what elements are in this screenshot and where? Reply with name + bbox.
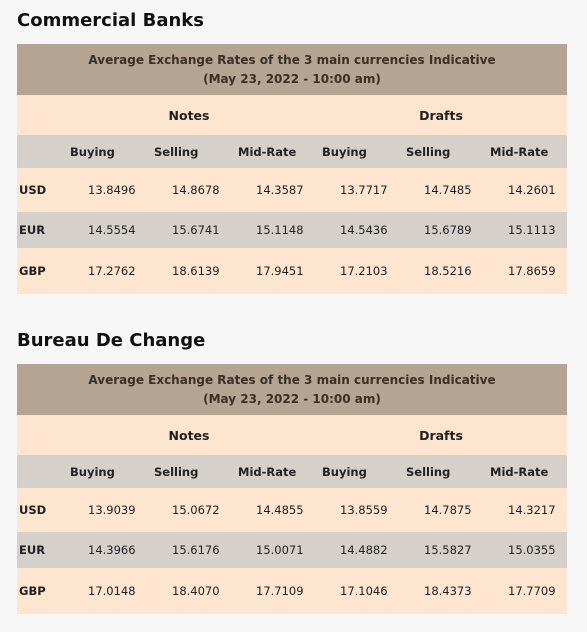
section: Bureau De Change Average Exchange Rates o… bbox=[17, 328, 568, 614]
rate: 14.5554 bbox=[63, 212, 147, 248]
rate: 14.4882 bbox=[315, 532, 399, 568]
rates-table: Average Exchange Rates of the 3 main cur… bbox=[17, 44, 568, 294]
rate: 18.4373 bbox=[399, 568, 483, 614]
caption-line: (May 23, 2022 - 10:00 am) bbox=[203, 391, 381, 406]
rate: 14.4855 bbox=[231, 488, 315, 532]
rate: 17.7109 bbox=[231, 568, 315, 614]
rate: 14.2601 bbox=[483, 168, 568, 212]
column-row: Buying Selling Mid-Rate Buying Selling Mid-Ra… bbox=[17, 455, 568, 488]
column-header: Selling bbox=[399, 455, 483, 488]
rate: 13.8559 bbox=[315, 488, 399, 532]
rate: 14.3966 bbox=[63, 532, 147, 568]
rate: 14.5436 bbox=[315, 212, 399, 248]
column-header: Selling bbox=[147, 135, 231, 168]
currency: EUR bbox=[17, 212, 63, 248]
currency: GBP bbox=[17, 568, 63, 614]
caption-row: Average Exchange Rates of the 3 main cur… bbox=[17, 44, 568, 95]
group-row: Notes Drafts bbox=[17, 95, 568, 135]
group-header: Drafts bbox=[315, 415, 568, 455]
rate: 17.7709 bbox=[483, 568, 568, 614]
rate: 17.2103 bbox=[315, 248, 399, 294]
blank bbox=[17, 95, 63, 135]
group-header: Notes bbox=[63, 95, 315, 135]
column-header: Mid-Rate bbox=[483, 135, 568, 168]
rate: 17.1046 bbox=[315, 568, 399, 614]
rate: 15.1113 bbox=[483, 212, 568, 248]
rate: 18.4070 bbox=[147, 568, 231, 614]
currency: USD bbox=[17, 168, 63, 212]
caption-line: (May 23, 2022 - 10:00 am) bbox=[203, 71, 381, 86]
column-header: Buying bbox=[63, 135, 147, 168]
data-row: EUR 14.3966 15.6176 15.0071 14.4882 15.5827 15… bbox=[17, 532, 568, 568]
column-header: Selling bbox=[399, 135, 483, 168]
caption-line: Average Exchange Rates of the 3 main cur… bbox=[88, 52, 496, 67]
rate: 15.1148 bbox=[231, 212, 315, 248]
column-header: Mid-Rate bbox=[483, 455, 568, 488]
rate: 13.7717 bbox=[315, 168, 399, 212]
rate: 17.8659 bbox=[483, 248, 568, 294]
caption-line: Average Exchange Rates of the 3 main cur… bbox=[88, 372, 496, 387]
currency: GBP bbox=[17, 248, 63, 294]
group-header: Notes bbox=[63, 415, 315, 455]
rate: 14.8678 bbox=[147, 168, 231, 212]
rate: 17.9451 bbox=[231, 248, 315, 294]
rate: 17.2762 bbox=[63, 248, 147, 294]
rate: 14.7875 bbox=[399, 488, 483, 532]
rate: 18.5216 bbox=[399, 248, 483, 294]
rate: 14.3587 bbox=[231, 168, 315, 212]
caption: Average Exchange Rates of the 3 main cur… bbox=[17, 44, 568, 95]
rate: 15.6789 bbox=[399, 212, 483, 248]
rate: 15.0672 bbox=[147, 488, 231, 532]
rate: 15.0071 bbox=[231, 532, 315, 568]
rate: 15.5827 bbox=[399, 532, 483, 568]
data-row: GBP 17.0148 18.4070 17.7109 17.1046 18.4373 17… bbox=[17, 568, 568, 614]
rates-table: Average Exchange Rates of the 3 main cur… bbox=[17, 364, 568, 614]
column-header: Mid-Rate bbox=[231, 135, 315, 168]
rate: 15.0355 bbox=[483, 532, 568, 568]
rate: 14.3217 bbox=[483, 488, 568, 532]
currency: EUR bbox=[17, 532, 63, 568]
section: Commercial Banks Average Exchange Rates o… bbox=[17, 8, 568, 294]
blank bbox=[17, 415, 63, 455]
column-header: Buying bbox=[315, 135, 399, 168]
data-row: GBP 17.2762 18.6139 17.9451 17.2103 18.5216 17… bbox=[17, 248, 568, 294]
column-header: Selling bbox=[147, 455, 231, 488]
rate: 17.0148 bbox=[63, 568, 147, 614]
column-header: Buying bbox=[315, 455, 399, 488]
section-title: Bureau De Change bbox=[17, 330, 206, 351]
group-row: Notes Drafts bbox=[17, 415, 568, 455]
column-header: Buying bbox=[63, 455, 147, 488]
blank bbox=[17, 455, 63, 488]
caption-row: Average Exchange Rates of the 3 main cur… bbox=[17, 364, 568, 415]
group-header: Drafts bbox=[315, 95, 568, 135]
rate: 15.6741 bbox=[147, 212, 231, 248]
rate: 18.6139 bbox=[147, 248, 231, 294]
currency: USD bbox=[17, 488, 63, 532]
rate: 14.7485 bbox=[399, 168, 483, 212]
column-row: Buying Selling Mid-Rate Buying Selling Mid-Ra… bbox=[17, 135, 568, 168]
section-title: Commercial Banks bbox=[17, 10, 204, 31]
caption: Average Exchange Rates of the 3 main cur… bbox=[17, 364, 568, 415]
rate: 13.9039 bbox=[63, 488, 147, 532]
rate: 15.6176 bbox=[147, 532, 231, 568]
column-header: Mid-Rate bbox=[231, 455, 315, 488]
data-row: EUR 14.5554 15.6741 15.1148 14.5436 15.6789 15… bbox=[17, 212, 568, 248]
blank bbox=[17, 135, 63, 168]
data-row: USD 13.9039 15.0672 14.4855 13.8559 14.7875 14… bbox=[17, 488, 568, 532]
data-row: USD 13.8496 14.8678 14.3587 13.7717 14.7485 14… bbox=[17, 168, 568, 212]
rate: 13.8496 bbox=[63, 168, 147, 212]
